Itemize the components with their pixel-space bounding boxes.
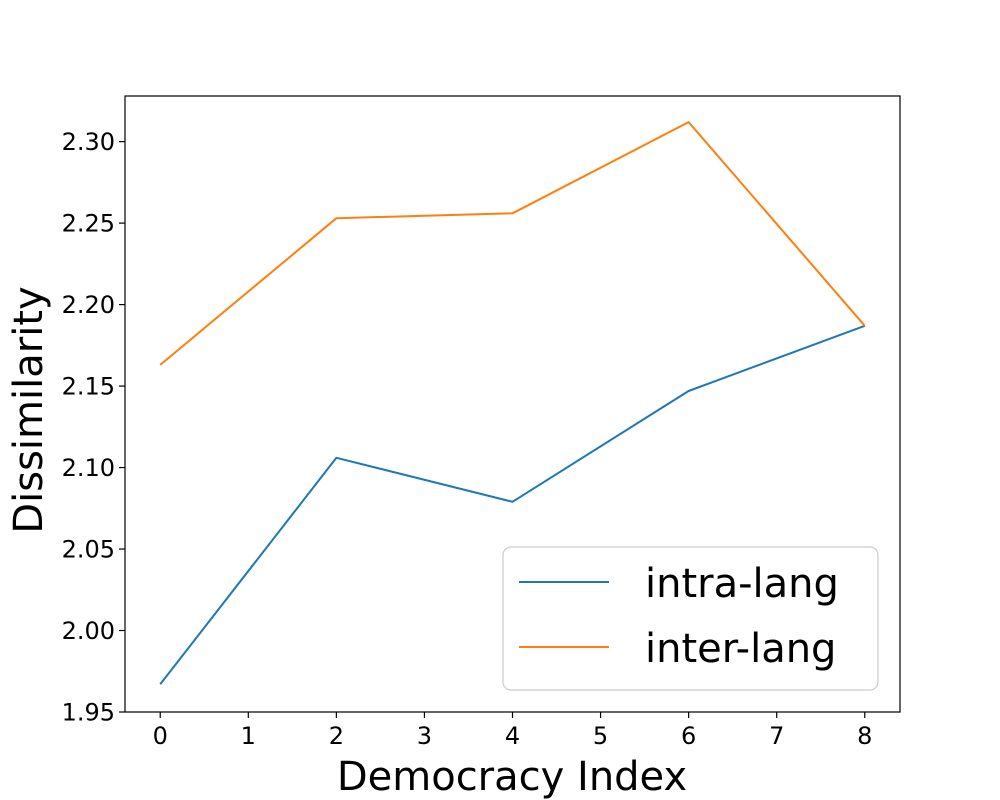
x-tick-label: 7 xyxy=(769,722,784,750)
y-axis-title: Dissimilarity xyxy=(6,286,52,533)
y-tick-label: 2.20 xyxy=(62,291,115,319)
y-tick-label: 2.30 xyxy=(62,128,115,156)
x-tick-label: 4 xyxy=(505,722,520,750)
x-tick-label: 8 xyxy=(857,722,872,750)
y-tick-label: 2.00 xyxy=(62,617,115,645)
series-line-intra-lang xyxy=(159,324,866,685)
x-tick-label: 5 xyxy=(593,722,608,750)
series-line-inter-lang xyxy=(159,121,866,366)
series-layer xyxy=(159,121,866,685)
legend-label-inter-lang: inter-lang xyxy=(645,626,836,672)
x-tick-label: 6 xyxy=(681,722,696,750)
x-axis-title: Democracy Index xyxy=(337,754,687,800)
y-tick-label: 2.05 xyxy=(62,536,115,564)
y-tick-label: 2.25 xyxy=(62,210,115,238)
x-tick-label: 3 xyxy=(417,722,432,750)
y-tick-label: 2.15 xyxy=(62,373,115,401)
x-tick-label: 0 xyxy=(153,722,168,750)
legend: intra-lang inter-lang xyxy=(502,546,879,691)
y-tick-label: 1.95 xyxy=(62,699,115,727)
x-axis: 0 1 2 3 4 5 6 7 8 xyxy=(153,712,872,750)
x-tick-label: 2 xyxy=(329,722,344,750)
y-axis: 1.95 2.00 2.05 2.10 2.15 2.20 2.25 2.30 xyxy=(62,128,125,727)
x-tick-label: 1 xyxy=(241,722,256,750)
legend-label-intra-lang: intra-lang xyxy=(645,561,839,607)
y-tick-label: 2.10 xyxy=(62,454,115,482)
